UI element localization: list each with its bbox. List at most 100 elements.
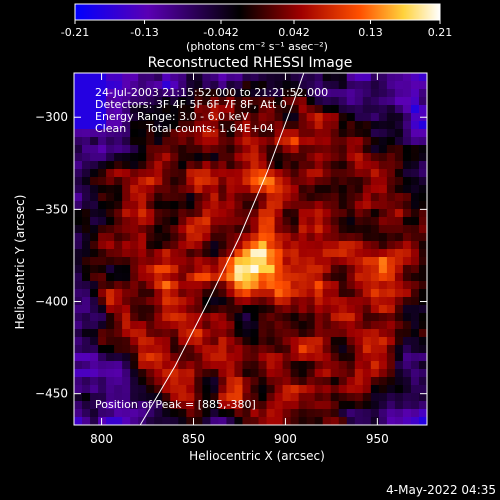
heatmap-cell <box>106 329 115 338</box>
heatmap-cell <box>162 329 171 338</box>
heatmap-cell <box>322 145 332 154</box>
heatmap-cell <box>306 201 316 210</box>
heatmap-cell <box>74 73 83 82</box>
heatmap-cell <box>402 313 412 322</box>
heatmap-cell <box>250 193 260 202</box>
heatmap-cell <box>114 225 123 234</box>
heatmap-cell <box>98 129 107 138</box>
heatmap-cell <box>282 329 292 338</box>
heatmap-cell <box>402 177 412 186</box>
heatmap-cell <box>194 129 203 138</box>
heatmap-cell <box>330 353 340 362</box>
heatmap-cell <box>234 361 244 370</box>
heatmap-cell <box>386 249 396 258</box>
heatmap-cell <box>146 81 155 90</box>
heatmap-cell <box>210 281 220 290</box>
heatmap-cell <box>330 417 340 425</box>
heatmap-cell <box>306 97 316 106</box>
heatmap-cell <box>162 369 171 378</box>
heatmap-cell <box>378 233 388 242</box>
heatmap-cell <box>162 305 171 314</box>
heatmap-cell <box>386 209 396 218</box>
heatmap-cell <box>242 385 252 394</box>
heatmap-cell <box>106 241 115 250</box>
heatmap-cell <box>162 153 171 162</box>
heatmap-cell <box>362 233 372 242</box>
heatmap-cell <box>266 73 276 82</box>
heatmap-cell <box>186 73 195 82</box>
heatmap-cell <box>290 409 300 418</box>
heatmap-cell <box>274 145 284 154</box>
heatmap-cell <box>186 121 195 130</box>
heatmap-cell <box>258 161 268 170</box>
heatmap-cell <box>106 305 115 314</box>
heatmap-cell <box>146 129 155 138</box>
heatmap-cell <box>170 137 179 146</box>
heatmap-cell <box>370 217 380 226</box>
heatmap-cell <box>178 121 187 130</box>
heatmap-cell <box>370 233 380 242</box>
heatmap-cell <box>314 329 324 338</box>
heatmap-cell <box>210 353 220 362</box>
heatmap-cell <box>282 273 292 282</box>
heatmap-cell <box>138 249 147 258</box>
heatmap-cell <box>210 313 220 322</box>
y-axis-label: Heliocentric Y (arcsec) <box>13 195 27 330</box>
heatmap-cell <box>218 233 228 242</box>
heatmap-cell <box>306 353 316 362</box>
heatmap-cell <box>322 105 332 114</box>
heatmap-cell <box>418 385 427 394</box>
heatmap-cell <box>98 257 107 266</box>
heatmap-cell <box>154 73 163 82</box>
heatmap-cell <box>218 305 228 314</box>
heatmap-cell <box>170 177 179 186</box>
heatmap-cell <box>130 73 139 82</box>
heatmap-cell <box>266 217 276 226</box>
heatmap-cell <box>194 73 203 82</box>
heatmap-cell <box>258 337 268 346</box>
heatmap-cell <box>378 209 388 218</box>
heatmap-cell <box>122 145 131 154</box>
heatmap-cell <box>338 369 348 378</box>
heatmap-cell <box>194 369 203 378</box>
heatmap-cell <box>178 353 187 362</box>
heatmap-cell <box>82 113 91 122</box>
heatmap-cell <box>330 97 340 106</box>
heatmap-cell <box>218 289 228 298</box>
heatmap-cell <box>418 321 427 330</box>
heatmap-cell <box>186 281 195 290</box>
heatmap-cell <box>362 321 372 330</box>
heatmap-cell <box>226 185 236 194</box>
heatmap-cell <box>402 345 412 354</box>
heatmap-cell <box>250 89 260 98</box>
heatmap-cell <box>242 409 252 418</box>
heatmap-cell <box>410 393 420 402</box>
heatmap-cell <box>234 393 244 402</box>
heatmap-cell <box>362 297 372 306</box>
heatmap-cell <box>394 289 404 298</box>
heatmap-cell <box>170 145 179 154</box>
heatmap-cell <box>226 305 236 314</box>
heatmap-cell <box>306 209 316 218</box>
heatmap-cell <box>122 249 131 258</box>
heatmap-cell <box>226 233 236 242</box>
heatmap-cell <box>202 265 211 274</box>
heatmap-cell <box>410 345 420 354</box>
heatmap-cell <box>242 361 252 370</box>
heatmap-cell <box>146 249 155 258</box>
heatmap-cell <box>82 129 91 138</box>
y-tick-label: −450 <box>35 387 68 401</box>
heatmap-cell <box>330 401 340 410</box>
heatmap-cell <box>154 105 163 114</box>
heatmap-cell <box>386 361 396 370</box>
heatmap-cell <box>122 369 131 378</box>
heatmap-cell <box>194 273 203 282</box>
heatmap-cell <box>298 305 308 314</box>
heatmap-cell <box>386 73 396 82</box>
heatmap-cell <box>170 233 179 242</box>
heatmap-cell <box>346 297 356 306</box>
heatmap-cell <box>322 121 332 130</box>
heatmap-cell <box>370 177 380 186</box>
heatmap-cell <box>98 81 107 90</box>
heatmap-cell <box>242 281 252 290</box>
